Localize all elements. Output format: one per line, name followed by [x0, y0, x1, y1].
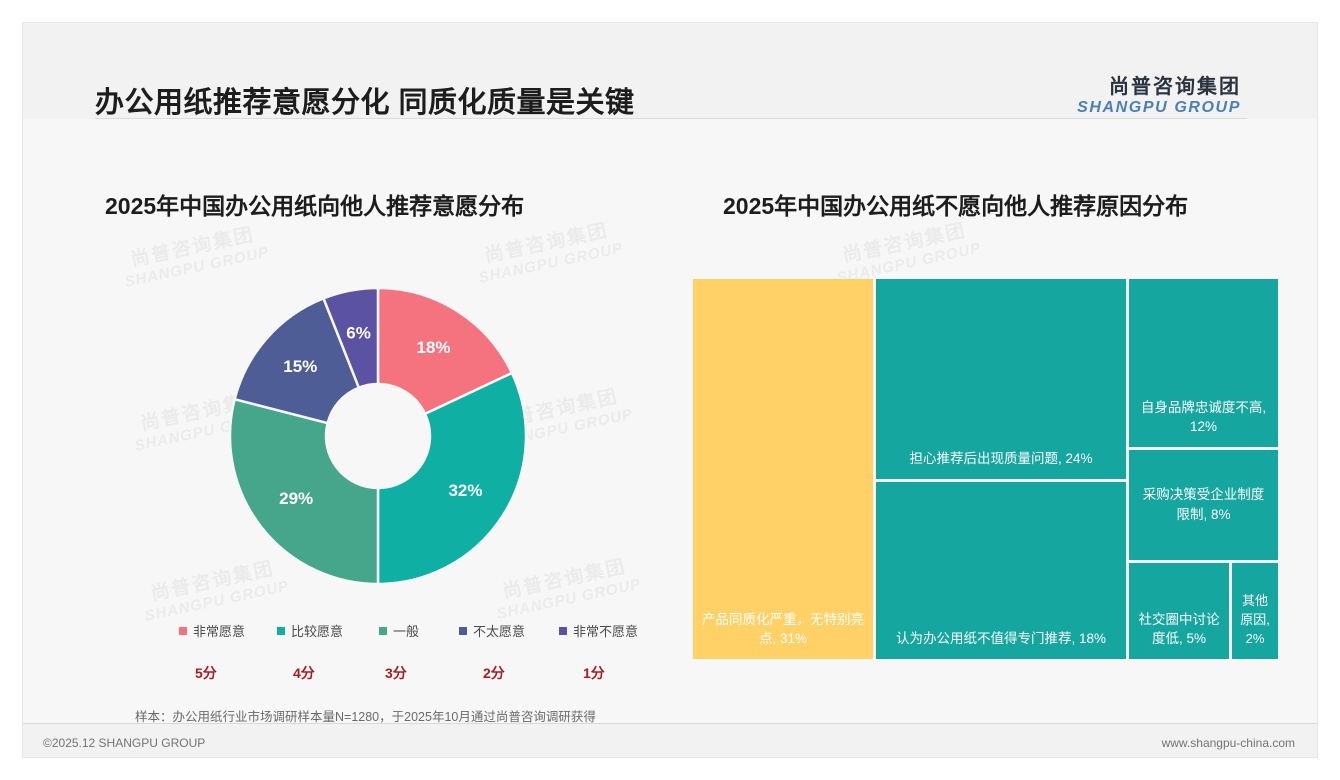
donut-slice-label: 18%: [416, 338, 450, 357]
website-link[interactable]: www.shangpu-china.com: [1161, 736, 1295, 750]
donut-slice-label: 29%: [279, 489, 313, 508]
legend-swatch-icon: [277, 626, 285, 635]
treemap-cell-label: 其他原因, 2%: [1240, 593, 1270, 647]
page-title: 办公用纸推荐意愿分化 同质化质量是关键: [95, 87, 635, 119]
legend-label: 非常愿意: [193, 624, 246, 639]
legend-swatch-icon: [459, 626, 467, 635]
legend-swatch-icon: [179, 626, 187, 635]
treemap-cell-label: 社交圈中讨论度低, 5%: [1138, 611, 1220, 647]
recommendation-donut-chart: 18% 32% 29% 15% 6%: [213, 271, 563, 601]
treemap-cell-产品同质化严重，无特别亮点[interactable]: 产品同质化严重，无特别亮点, 31%: [693, 279, 873, 659]
legend-label: 比较愿意: [291, 624, 344, 639]
legend-label: 不太愿意: [473, 624, 526, 639]
treemap-cell-自身品牌忠诚度不高[interactable]: 自身品牌忠诚度不高, 12%: [1129, 279, 1278, 447]
donut-legend: 非常愿意 比较愿意 一般 不太愿意 非常不愿意: [163, 621, 683, 643]
donut-slice-label: 15%: [283, 357, 317, 376]
legend-item-非常不愿意[interactable]: 非常不愿意: [559, 621, 638, 640]
right-chart-title: 2025年中国办公用纸不愿向他人推荐原因分布: [723, 193, 1189, 219]
donut-slice-label: 6%: [346, 324, 371, 343]
treemap-cell-认为办公用纸不值得专门推荐[interactable]: 认为办公用纸不值得专门推荐, 18%: [876, 482, 1126, 659]
legend-item-一般[interactable]: 一般: [379, 621, 419, 640]
donut-slice-不太愿意[interactable]: [233, 296, 361, 425]
treemap-cell-其他原因[interactable]: 其他原因, 2%: [1232, 563, 1278, 659]
score-label-3分: 3分: [385, 665, 407, 681]
sample-footnote: 样本：办公用纸行业市场调研样本量N=1280，于2025年10月通过尚普咨询调研…: [135, 710, 596, 724]
score-label-4分: 4分: [293, 665, 315, 681]
donut-slice-一般[interactable]: [228, 397, 380, 586]
treemap-cell-label: 产品同质化严重，无特别亮点, 31%: [702, 611, 864, 647]
donut-slice-非常不愿意[interactable]: [321, 286, 380, 390]
watermark-cn: 尚普咨询集团: [840, 220, 969, 268]
footer-divider: [23, 723, 1317, 724]
header-divider: [95, 118, 1247, 119]
score-label-1分: 1分: [583, 665, 605, 681]
treemap-cell-label: 采购决策受企业制度限制, 8%: [1142, 487, 1265, 522]
logo-english-text: SHANGPU GROUP: [1077, 99, 1241, 116]
score-label-5分: 5分: [195, 665, 217, 681]
donut-slice-非常愿意[interactable]: [376, 286, 514, 416]
legend-label: 非常不愿意: [573, 624, 639, 639]
copyright-text: ©2025.12 SHANGPU GROUP: [43, 736, 206, 750]
legend-swatch-icon: [379, 626, 387, 635]
legend-label: 一般: [393, 624, 420, 639]
legend-swatch-icon: [559, 626, 567, 635]
watermark-cn: 尚普咨询集团: [482, 220, 611, 268]
treemap-cell-label: 自身品牌忠诚度不高, 12%: [1140, 399, 1267, 435]
legend-item-不太愿意[interactable]: 不太愿意: [459, 621, 525, 640]
legend-item-非常愿意[interactable]: 非常愿意: [179, 621, 245, 640]
treemap-cell-label: 认为办公用纸不值得专门推荐, 18%: [895, 631, 1107, 647]
treemap-cell-社交圈中讨论度低[interactable]: 社交圈中讨论度低, 5%: [1129, 563, 1229, 659]
score-label-2分: 2分: [483, 665, 505, 681]
donut-slice-比较愿意[interactable]: [376, 371, 528, 586]
logo-chinese-text: 尚普咨询集团: [1109, 76, 1241, 98]
donut-slice-label: 32%: [448, 481, 482, 500]
score-scale-row: 5分 4分 3分 2分 1分: [163, 663, 683, 685]
brand-logo: 尚普咨询集团 SHANGPU GROUP: [1077, 77, 1241, 117]
treemap-cell-label: 担心推荐后出现质量问题, 24%: [909, 451, 1093, 467]
reasons-treemap-chart: 产品同质化严重，无特别亮点, 31% 担心推荐后出现质量问题, 24% 认为办公用纸…: [693, 279, 1278, 659]
treemap-cell-采购决策受企业制度限制[interactable]: 采购决策受企业制度限制, 8%: [1129, 450, 1278, 560]
slide-footer: [23, 724, 1317, 757]
legend-item-比较愿意[interactable]: 比较愿意: [277, 621, 343, 640]
watermark: 尚普咨询集团 SHANGPU GROUP: [831, 218, 983, 287]
slide-header: [23, 23, 1317, 119]
left-chart-title: 2025年中国办公用纸向他人推荐意愿分布: [105, 193, 525, 219]
slide-canvas: 办公用纸推荐意愿分化 同质化质量是关键 尚普咨询集团 SHANGPU GROUP…: [22, 22, 1318, 758]
treemap-cell-担心推荐后出现质量问题[interactable]: 担心推荐后出现质量问题, 24%: [876, 279, 1126, 479]
donut-svg: 18% 32% 29% 15% 6%: [228, 286, 528, 586]
watermark-cn: 尚普咨询集团: [128, 224, 257, 272]
